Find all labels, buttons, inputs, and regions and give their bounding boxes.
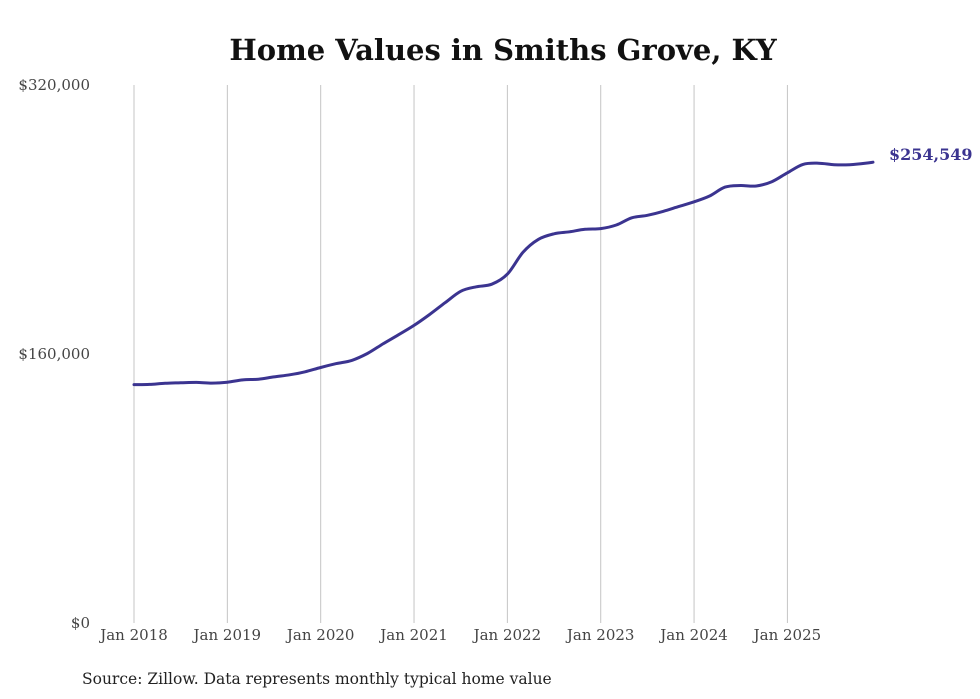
series-line-typical-home-value [132,160,875,387]
x-tick-label: Jan 2022 [472,626,542,644]
chart-title: Home Values in Smiths Grove, KY [229,33,777,67]
x-tick-label: Jan 2021 [378,626,448,644]
x-axis-tick-labels: Jan 2018 Jan 2019 Jan 2020 Jan 2021 Jan 2022… [98,626,821,644]
x-tick-label: Jan 2023 [565,626,635,644]
x-tick-label: Jan 2025 [752,626,822,644]
y-tick-label: $0 [71,614,90,632]
y-axis-tick-labels: $0 $160,000 $320,000 [18,76,90,632]
y-tick-label: $160,000 [18,345,90,363]
y-tick-label: $320,000 [18,76,90,94]
source-note: Source: Zillow. Data represents monthly … [82,670,552,688]
x-gridlines [133,85,788,623]
x-tick-label: Jan 2018 [98,626,168,644]
series-end-value-label: $254,549 [889,145,973,164]
x-tick-label: Jan 2019 [192,626,262,644]
x-tick-label: Jan 2024 [658,626,728,644]
x-tick-label: Jan 2020 [285,626,355,644]
